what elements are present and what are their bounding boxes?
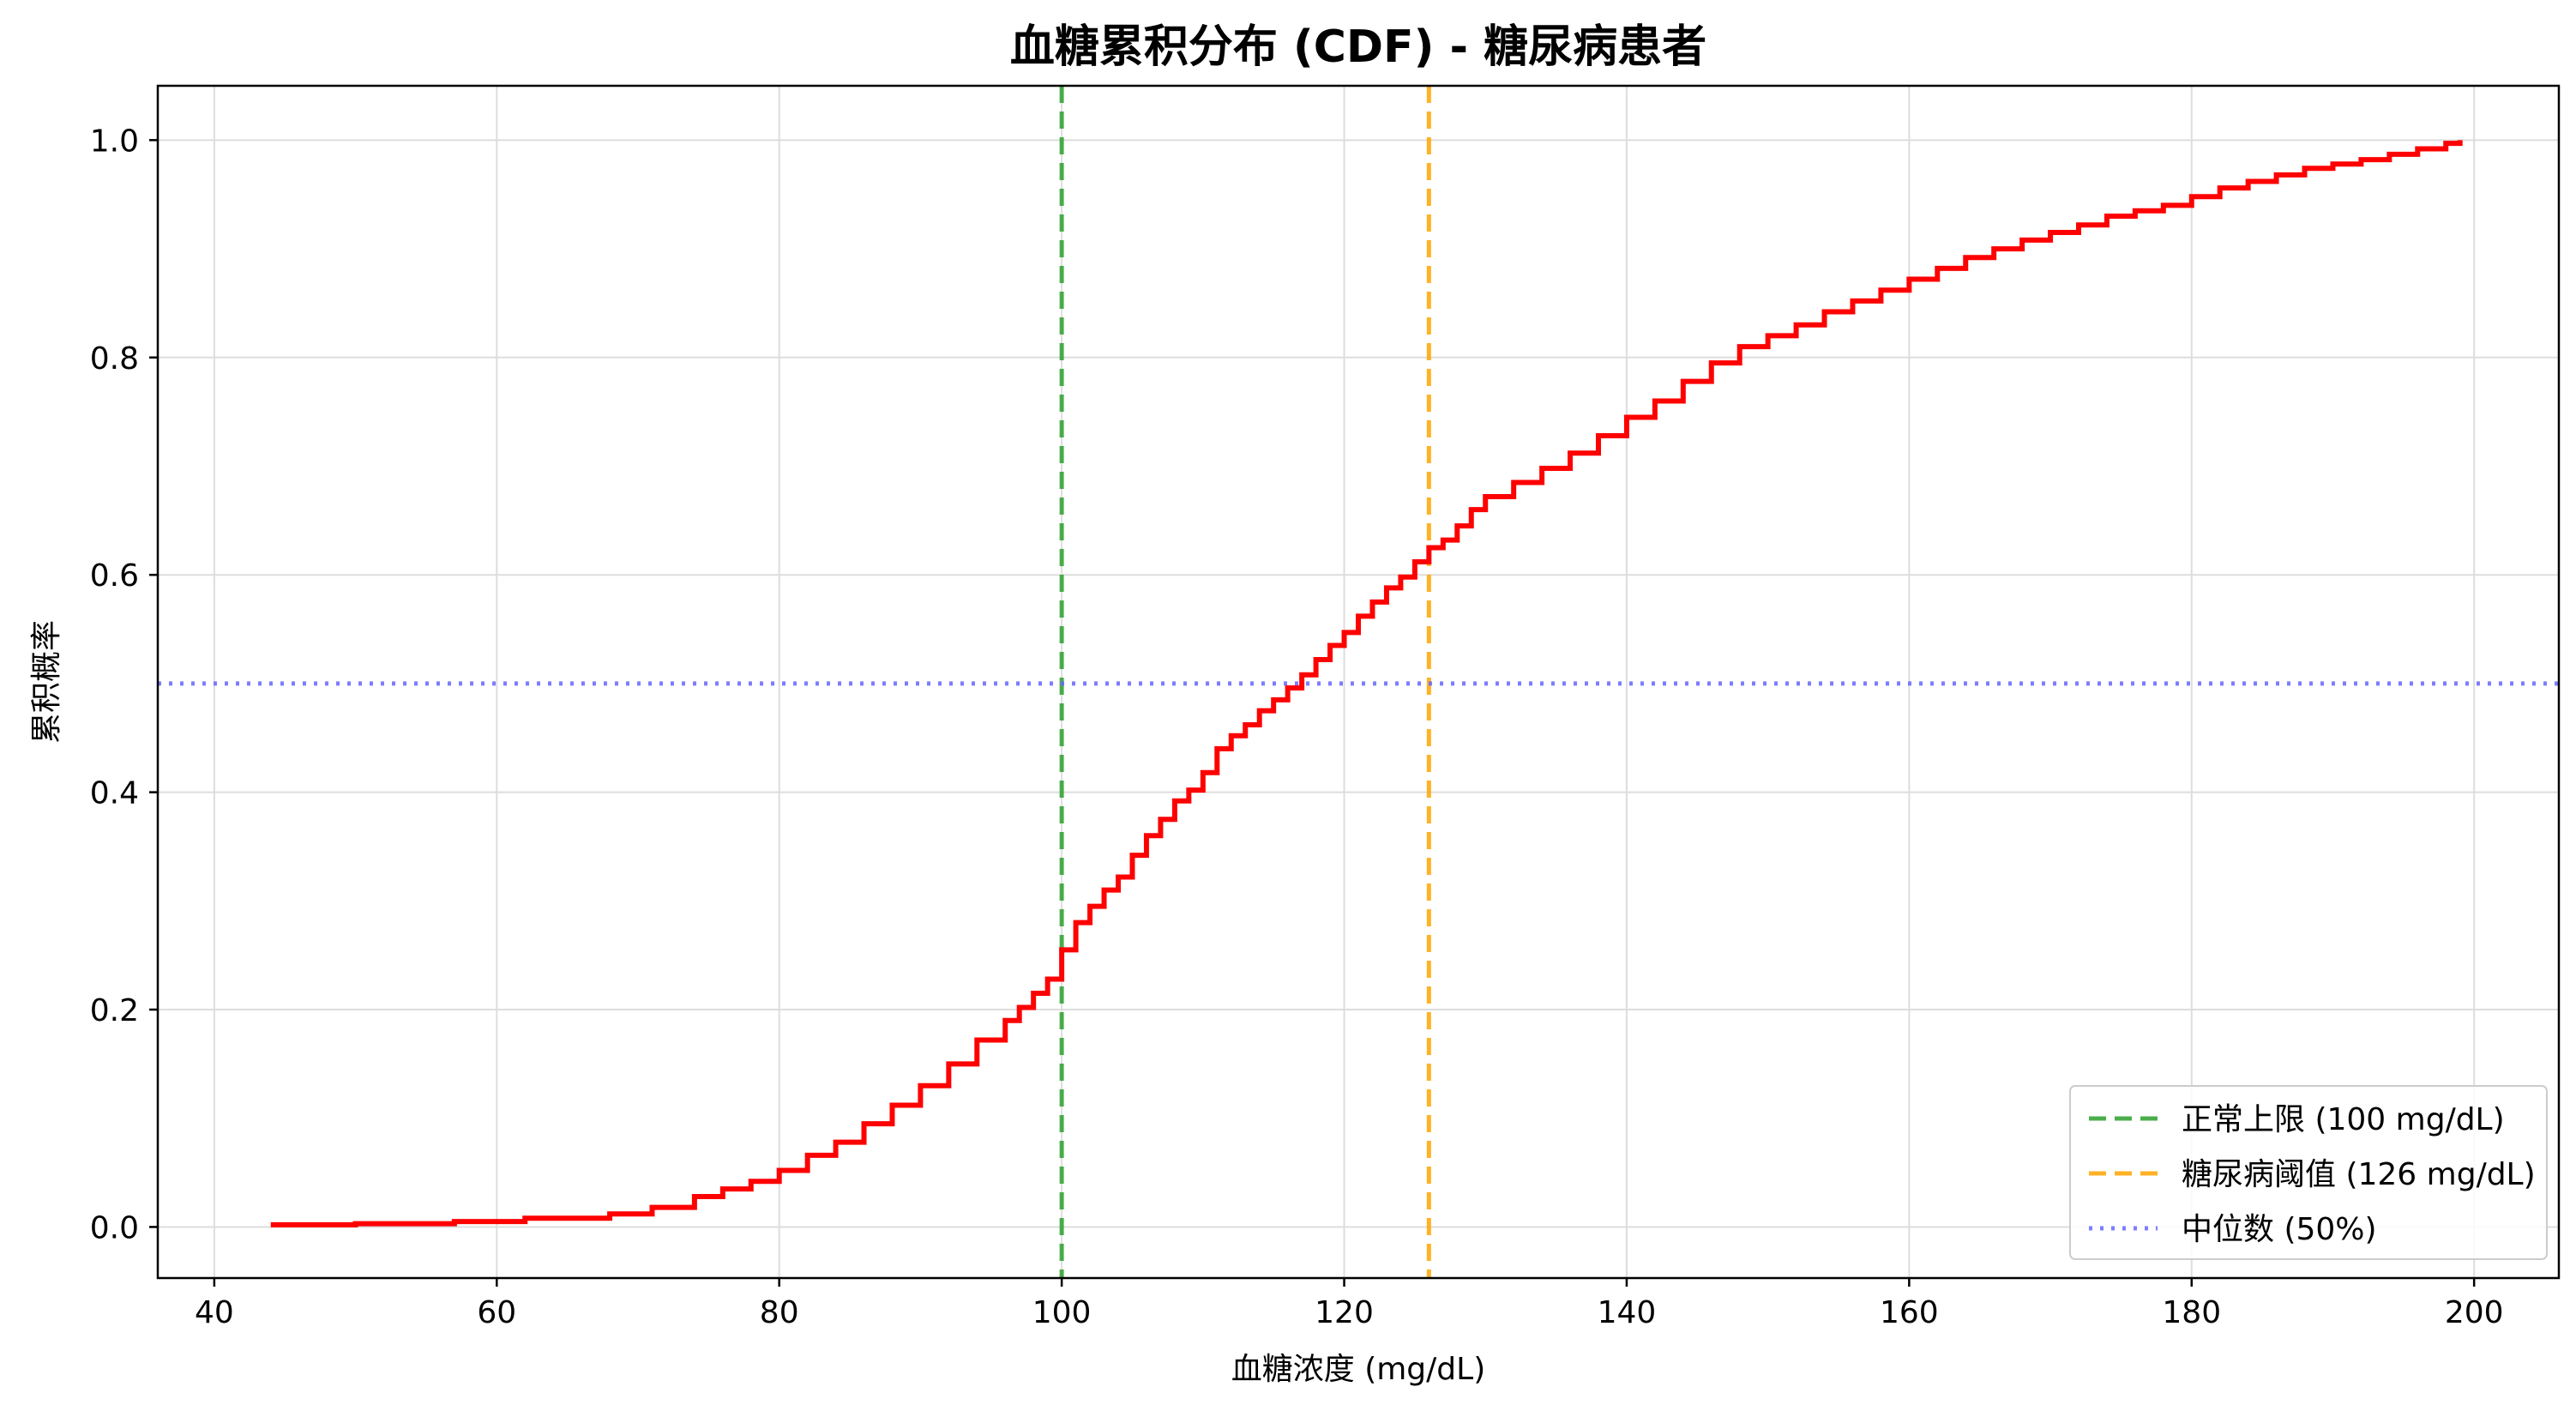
x-axis-ticks: 40 60 80 100 120 140 160 180 200 xyxy=(195,1278,2504,1330)
x-axis-label: 血糖浓度 (mg/dL) xyxy=(1231,1352,1486,1387)
legend: 正常上限 (100 mg/dL) 糖尿病阈值 (126 mg/dL) 中位数 (50… xyxy=(2069,1085,2548,1260)
cdf-series-line xyxy=(270,140,2463,1227)
x-tick-label: 180 xyxy=(2162,1295,2221,1330)
y-axis-ticks: 0.0 0.2 0.4 0.6 0.8 1.0 xyxy=(90,124,158,1245)
y-tick-label: 0.6 xyxy=(90,558,139,594)
y-tick-label: 1.0 xyxy=(90,124,139,159)
y-tick-label: 0.8 xyxy=(90,341,139,377)
x-tick-label: 60 xyxy=(477,1295,516,1330)
y-axis-label: 累积概率 xyxy=(29,620,64,744)
x-tick-label: 200 xyxy=(2445,1295,2504,1330)
y-tick-label: 0.0 xyxy=(90,1210,139,1245)
x-tick-label: 80 xyxy=(760,1295,799,1330)
legend-label-2: 糖尿病阈值 (126 mg/dL) xyxy=(2182,1157,2536,1192)
plot-frame xyxy=(156,84,2561,1280)
reference-lines xyxy=(158,86,2559,1278)
legend-items: 正常上限 (100 mg/dL) 糖尿病阈值 (126 mg/dL) 中位数 (50… xyxy=(2089,1102,2536,1247)
y-tick-label: 0.2 xyxy=(90,993,139,1028)
legend-label-1: 正常上限 (100 mg/dL) xyxy=(2182,1102,2505,1137)
x-tick-label: 40 xyxy=(195,1295,234,1330)
x-tick-label: 120 xyxy=(1315,1295,1374,1330)
y-tick-label: 0.4 xyxy=(90,776,139,811)
chart-title: 血糖累积分布 (CDF) - 糖尿病患者 xyxy=(1010,21,1706,73)
legend-label-3: 中位数 (50%) xyxy=(2182,1212,2377,1247)
x-tick-label: 160 xyxy=(1880,1295,1939,1330)
legend-box xyxy=(2069,1085,2548,1260)
x-tick-label: 140 xyxy=(1598,1295,1657,1330)
x-tick-label: 100 xyxy=(1032,1295,1092,1330)
series-layer xyxy=(270,140,2463,1227)
